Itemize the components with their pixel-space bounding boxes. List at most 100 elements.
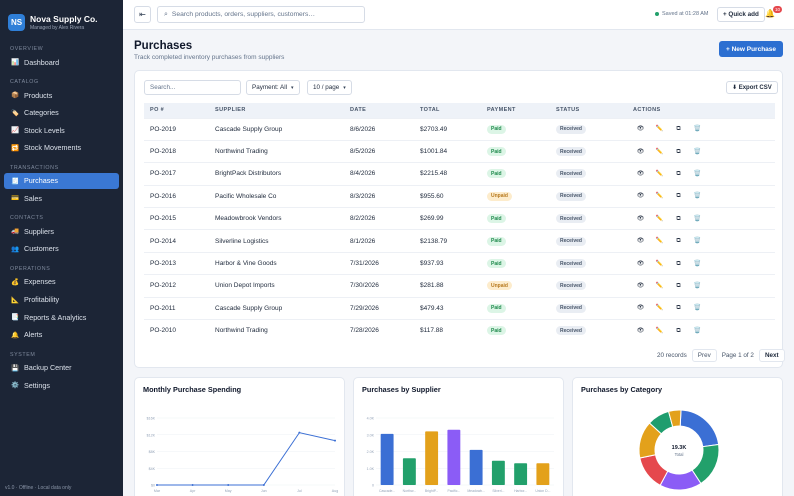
sidebar-item-categories[interactable]: 🏷️ Categories xyxy=(4,105,119,121)
edit-icon[interactable]: ✏️ xyxy=(655,193,664,200)
view-icon[interactable]: 👁 xyxy=(636,126,645,133)
column-header[interactable]: TOTAL xyxy=(414,103,481,118)
sidebar-item-backup-center[interactable]: 💾 Backup Center xyxy=(4,360,119,376)
edit-icon[interactable]: ✏️ xyxy=(655,260,664,267)
supplier-bar[interactable] xyxy=(447,429,461,485)
delete-icon[interactable]: 🗑️ xyxy=(693,282,702,289)
global-search[interactable]: ⌕ xyxy=(157,6,365,23)
sidebar-item-sales[interactable]: 💳 Sales xyxy=(4,190,119,206)
view-icon[interactable]: 👁 xyxy=(636,260,645,267)
column-header[interactable]: PO # xyxy=(144,103,209,118)
sidebar-item-products[interactable]: 📦 Products xyxy=(4,87,119,103)
delete-icon[interactable]: 🗑️ xyxy=(693,126,702,133)
delete-icon[interactable]: 🗑️ xyxy=(693,170,702,177)
view-icon[interactable]: 👁 xyxy=(636,282,645,289)
duplicate-icon[interactable]: ⧉ xyxy=(676,260,681,267)
prev-page-button[interactable]: Prev xyxy=(691,349,717,362)
duplicate-icon[interactable]: ⧉ xyxy=(676,305,681,312)
table-row[interactable]: PO-2016 Pacific Wholesale Co 8/3/2026 $955.… xyxy=(144,184,775,208)
duplicate-icon[interactable]: ⧉ xyxy=(676,238,681,245)
supplier-bar[interactable] xyxy=(380,433,394,485)
duplicate-icon[interactable]: ⧉ xyxy=(676,148,681,155)
sidebar-item-alerts[interactable]: 🔔 Alerts xyxy=(4,327,119,343)
edit-icon[interactable]: ✏️ xyxy=(655,126,664,133)
data-point[interactable] xyxy=(262,484,265,486)
column-header[interactable]: PAYMENT xyxy=(481,103,550,118)
data-point[interactable] xyxy=(191,484,194,486)
view-icon[interactable]: 👁 xyxy=(636,170,645,177)
sidebar-item-dashboard[interactable]: 📊 Dashboard xyxy=(4,54,119,70)
category-slice[interactable] xyxy=(679,409,720,448)
supplier-bar[interactable] xyxy=(469,449,483,485)
delete-icon[interactable]: 🗑️ xyxy=(693,148,702,155)
delete-icon[interactable]: 🗑️ xyxy=(693,305,702,312)
view-icon[interactable]: 👁 xyxy=(636,193,645,200)
sidebar-item-customers[interactable]: 👥 Customers xyxy=(4,241,119,257)
delete-icon[interactable]: 🗑️ xyxy=(693,215,702,222)
sidebar-item-expenses[interactable]: 💰 Expenses xyxy=(4,274,119,290)
duplicate-icon[interactable]: ⧉ xyxy=(676,327,681,334)
data-point[interactable] xyxy=(298,431,301,434)
table-row[interactable]: PO-2014 Silverline Logistics 8/1/2026 $2138… xyxy=(144,229,775,253)
next-page-button[interactable]: Next xyxy=(758,349,785,362)
supplier-bar[interactable] xyxy=(491,460,505,485)
edit-icon[interactable]: ✏️ xyxy=(655,148,664,155)
table-row[interactable]: PO-2018 Northwind Trading 8/5/2026 $1001.84… xyxy=(144,139,775,163)
new-purchase-button[interactable]: + New Purchase xyxy=(719,41,783,57)
edit-icon[interactable]: ✏️ xyxy=(655,215,664,222)
bell-icon[interactable]: 🔔 xyxy=(765,9,775,18)
payment-filter-select[interactable]: Payment: All ▾ xyxy=(246,80,300,95)
sidebar-item-reports-analytics[interactable]: 📑 Reports & Analytics xyxy=(4,309,119,325)
delete-icon[interactable]: 🗑️ xyxy=(693,327,702,334)
sidebar-item-stock-movements[interactable]: 🔁 Stock Movements xyxy=(4,140,119,156)
duplicate-icon[interactable]: ⧉ xyxy=(676,170,681,177)
edit-icon[interactable]: ✏️ xyxy=(655,282,664,289)
sidebar-item-stock-levels[interactable]: 📈 Stock Levels xyxy=(4,122,119,138)
table-row[interactable]: PO-2019 Cascade Supply Group 8/6/2026 $2703… xyxy=(144,117,775,141)
collapse-sidebar-button[interactable]: ⇤ xyxy=(134,6,151,23)
supplier-bar[interactable] xyxy=(425,431,439,485)
export-csv-button[interactable]: ⬇ Export CSV xyxy=(726,81,778,94)
column-header[interactable]: SUPPLIER xyxy=(209,103,344,118)
table-search-input[interactable] xyxy=(144,80,241,95)
edit-icon[interactable]: ✏️ xyxy=(655,238,664,245)
duplicate-icon[interactable]: ⧉ xyxy=(676,126,681,133)
table-row[interactable]: PO-2015 Meadowbrook Vendors 8/2/2026 $269.9… xyxy=(144,207,775,230)
sidebar-item-suppliers[interactable]: 🚚 Suppliers xyxy=(4,223,119,239)
delete-icon[interactable]: 🗑️ xyxy=(693,238,702,245)
delete-icon[interactable]: 🗑️ xyxy=(693,260,702,267)
table-row[interactable]: PO-2017 BrightPack Distributors 8/4/2026 $2… xyxy=(144,162,775,186)
column-header[interactable]: STATUS xyxy=(550,103,627,118)
category-slice[interactable] xyxy=(667,409,682,428)
data-point[interactable] xyxy=(334,439,336,442)
supplier-bar[interactable] xyxy=(402,458,416,485)
view-icon[interactable]: 👁 xyxy=(636,148,645,155)
supplier-bar[interactable] xyxy=(514,463,528,485)
table-row[interactable]: PO-2012 Union Depot Imports 7/30/2026 $281.… xyxy=(144,274,775,298)
duplicate-icon[interactable]: ⧉ xyxy=(676,215,681,222)
duplicate-icon[interactable]: ⧉ xyxy=(676,193,681,200)
table-row[interactable]: PO-2013 Harbor & Vine Goods 7/31/2026 $937.… xyxy=(144,251,775,275)
column-header[interactable]: ACTIONS xyxy=(627,103,775,118)
edit-icon[interactable]: ✏️ xyxy=(655,170,664,177)
delete-icon[interactable]: 🗑️ xyxy=(693,193,702,200)
sidebar-item-profitability[interactable]: 📐 Profitability xyxy=(4,292,119,308)
view-icon[interactable]: 👁 xyxy=(636,238,645,245)
edit-icon[interactable]: ✏️ xyxy=(655,327,664,334)
data-point[interactable] xyxy=(156,484,158,486)
sidebar-item-settings[interactable]: ⚙️ Settings xyxy=(4,377,119,393)
edit-icon[interactable]: ✏️ xyxy=(655,305,664,312)
table-row[interactable]: PO-2011 Cascade Supply Group 7/29/2026 $479… xyxy=(144,296,775,320)
supplier-bar[interactable] xyxy=(536,463,550,485)
sidebar-item-purchases[interactable]: 🧾 Purchases xyxy=(4,172,119,189)
global-search-input[interactable] xyxy=(171,11,352,18)
view-icon[interactable]: 👁 xyxy=(636,215,645,222)
view-icon[interactable]: 👁 xyxy=(636,327,645,334)
data-point[interactable] xyxy=(227,484,230,486)
view-icon[interactable]: 👁 xyxy=(636,305,645,312)
column-header[interactable]: DATE xyxy=(344,103,414,118)
duplicate-icon[interactable]: ⧉ xyxy=(676,282,681,289)
per-page-select[interactable]: 10 / page ▾ xyxy=(307,80,352,95)
quick-add-button[interactable]: + Quick add xyxy=(717,7,765,22)
table-row[interactable]: PO-2010 Northwind Trading 7/28/2026 $117.88… xyxy=(144,319,775,342)
